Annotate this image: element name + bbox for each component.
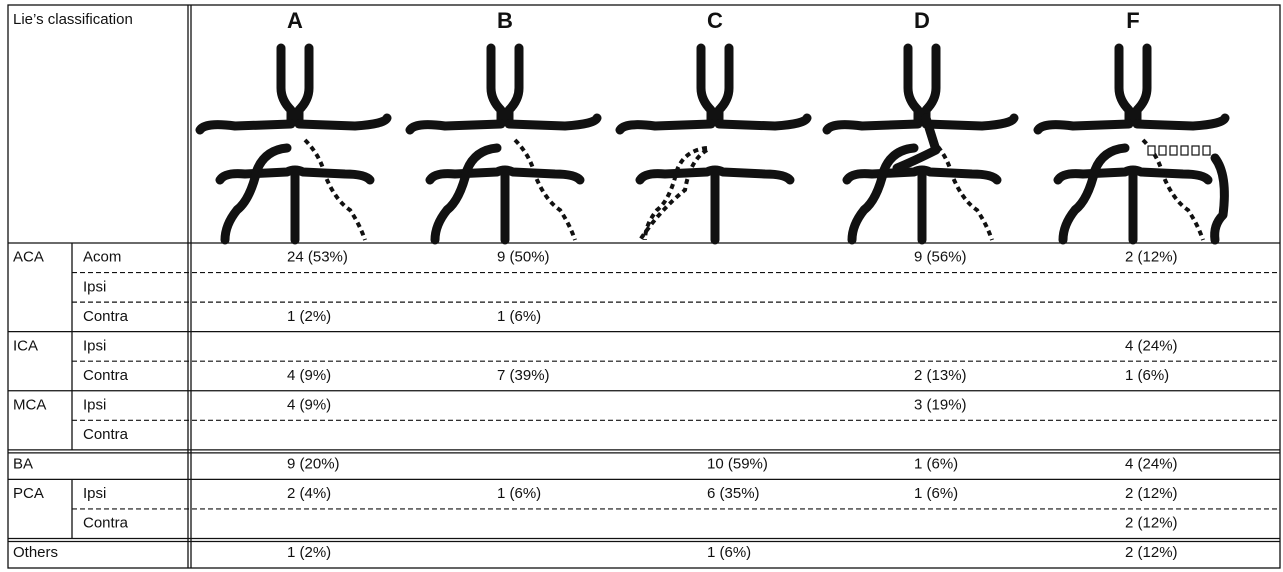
vessel (299, 48, 309, 122)
vessel (640, 150, 707, 240)
group-label: ACA (13, 249, 44, 266)
column-header: C (707, 8, 723, 33)
cell: 2 (13%) (914, 367, 967, 384)
box (1192, 146, 1199, 155)
cell: 2 (4%) (287, 485, 331, 502)
vessel (515, 140, 575, 240)
column-header: B (497, 8, 513, 33)
vessel (719, 48, 729, 122)
vessel-diagram (410, 48, 597, 240)
row-label: Contra (83, 367, 129, 384)
vessel (435, 148, 497, 240)
cell: 1 (6%) (707, 544, 751, 561)
cell: 4 (9%) (287, 396, 331, 413)
cell: 4 (24%) (1125, 456, 1178, 473)
cell: 10 (59%) (707, 456, 768, 473)
cell: 2 (12%) (1125, 515, 1178, 532)
cell: 4 (9%) (287, 367, 331, 384)
vessel-diagram (1038, 48, 1225, 240)
box (1203, 146, 1210, 155)
row-label: Ipsi (83, 278, 106, 295)
cell: 4 (24%) (1125, 337, 1178, 354)
vessel (305, 140, 365, 240)
vessel (225, 148, 287, 240)
row-label: Ipsi (83, 485, 106, 502)
vessel (932, 140, 992, 240)
vessel-diagram (620, 48, 807, 240)
table: Lie’s classification A B C D F ACA Acom 24 (53%… (0, 0, 1283, 572)
cell: 9 (56%) (914, 249, 967, 266)
cell: 6 (35%) (707, 485, 760, 502)
group-label: PCA (13, 485, 44, 502)
column-header: F (1126, 8, 1139, 33)
cell: 1 (6%) (914, 456, 958, 473)
box (1170, 146, 1177, 155)
vessel-diagram (200, 48, 387, 240)
cell: 1 (6%) (1125, 367, 1169, 384)
cell: 2 (12%) (1125, 485, 1178, 502)
cell: 2 (12%) (1125, 544, 1178, 561)
vessel-diagram (827, 48, 1014, 240)
vessel (1215, 158, 1225, 240)
box (1181, 146, 1188, 155)
column-header: A (287, 8, 303, 33)
group-label: MCA (13, 396, 46, 413)
column-header: D (914, 8, 930, 33)
group-label: BA (13, 456, 33, 473)
vessel (701, 48, 711, 122)
box (1148, 146, 1155, 155)
cell: 1 (2%) (287, 544, 331, 561)
vessel (509, 48, 519, 122)
row-label: Contra (83, 308, 129, 325)
vessel (491, 48, 501, 122)
cell: 24 (53%) (287, 249, 348, 266)
group-label: Others (13, 544, 58, 561)
row-label: Acom (83, 249, 121, 266)
cell: 1 (6%) (914, 485, 958, 502)
group-label: ICA (13, 337, 38, 354)
cell: 1 (6%) (497, 308, 541, 325)
cell: 1 (6%) (497, 485, 541, 502)
header-title: Lie’s classification (13, 11, 133, 28)
row-label: Ipsi (83, 337, 106, 354)
row-label: Contra (83, 515, 129, 532)
vessel (908, 48, 918, 122)
row-label: Ipsi (83, 396, 106, 413)
row-label: Contra (83, 426, 129, 443)
vessel (645, 148, 707, 240)
cell: 3 (19%) (914, 396, 967, 413)
vessel (926, 48, 936, 122)
cell: 9 (50%) (497, 249, 550, 266)
box (1159, 146, 1166, 155)
table-border (8, 5, 1280, 568)
cell: 9 (20%) (287, 456, 340, 473)
vessel (1137, 48, 1147, 122)
cell: 1 (2%) (287, 308, 331, 325)
cell: 7 (39%) (497, 367, 550, 384)
vessel (281, 48, 291, 122)
vessel (1119, 48, 1129, 122)
vessel (1063, 148, 1125, 240)
cell: 2 (12%) (1125, 249, 1178, 266)
